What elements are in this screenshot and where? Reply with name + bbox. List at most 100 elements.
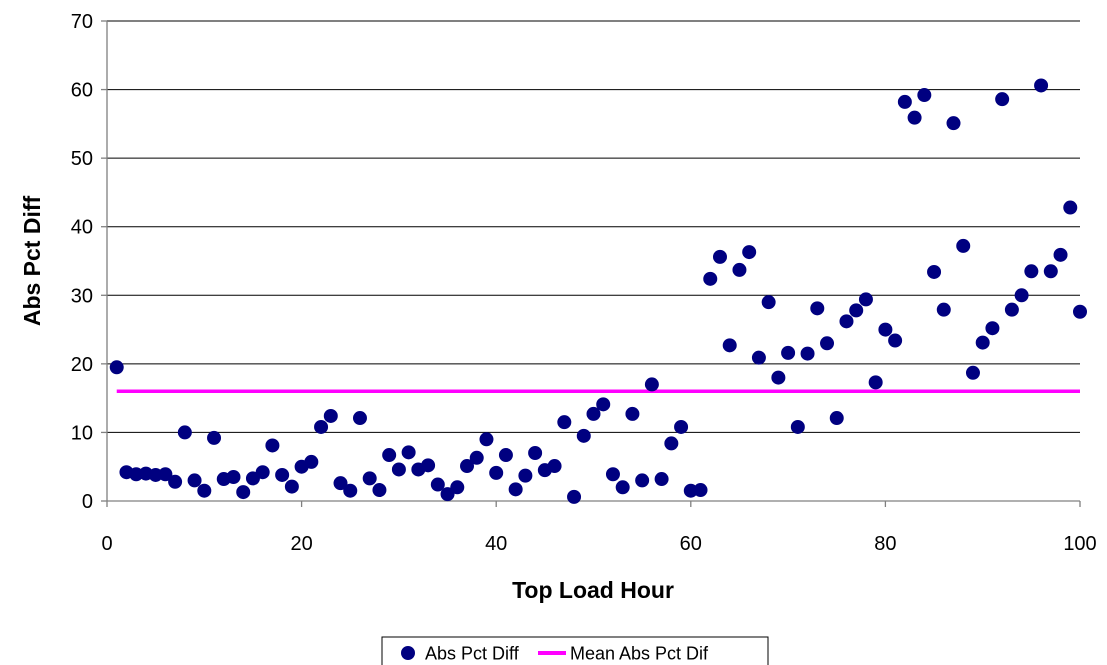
data-point [177, 425, 192, 440]
y-axis-ticks: 0 10 20 30 40 50 60 70 [71, 11, 107, 513]
data-point [576, 428, 591, 443]
x-tick-label: 20 [290, 533, 312, 555]
data-point [304, 454, 319, 469]
data-point [391, 462, 406, 477]
data-point [528, 446, 543, 460]
y-tick-label: 30 [71, 285, 93, 307]
data-point [674, 419, 689, 434]
data-point [1014, 288, 1029, 303]
y-tick-label: 70 [71, 11, 93, 33]
data-point [586, 406, 601, 421]
data-point [158, 467, 173, 482]
data-point [284, 479, 299, 494]
data-point [1063, 200, 1078, 215]
data-point [547, 459, 562, 474]
data-point [401, 445, 416, 460]
data-point [382, 448, 397, 463]
data-point [265, 438, 280, 453]
data-point [995, 92, 1010, 107]
legend-label-mean-abs-pct-dif: Mean Abs Pct Dif [570, 644, 709, 664]
data-point [975, 335, 990, 350]
data-point [956, 238, 971, 253]
data-point [917, 88, 932, 103]
data-point [605, 467, 620, 482]
data-point [109, 360, 124, 375]
data-point [761, 295, 776, 310]
data-point [703, 271, 718, 286]
data-point [897, 94, 912, 109]
data-point [1004, 302, 1019, 317]
data-point [596, 397, 611, 412]
data-point [878, 322, 893, 337]
data-point [985, 321, 1000, 336]
data-point [849, 303, 864, 318]
data-point [868, 375, 883, 390]
data-point [255, 465, 270, 480]
y-axis-title: Abs Pct Diff [19, 195, 45, 326]
data-point [352, 411, 367, 426]
data-point [800, 346, 815, 361]
data-point [936, 302, 951, 317]
data-point [625, 406, 640, 421]
data-point [333, 476, 348, 491]
data-point [810, 301, 825, 316]
data-point [460, 459, 475, 474]
data-point [275, 467, 290, 482]
data-point [712, 249, 727, 264]
data-point [751, 350, 766, 365]
data-point [362, 471, 377, 486]
abs-pct-diff-series [109, 78, 1087, 504]
data-point [693, 483, 708, 498]
legend: Abs Pct Diff Mean Abs Pct Dif [381, 636, 769, 665]
data-point [1073, 304, 1087, 319]
data-point [187, 473, 202, 488]
data-point [508, 482, 523, 497]
y-tick-label: 0 [82, 491, 93, 513]
data-point [771, 370, 786, 385]
data-point [732, 262, 747, 277]
data-point [1034, 78, 1049, 93]
data-point [829, 411, 844, 426]
y-tick-label: 10 [71, 422, 93, 444]
x-tick-label: 80 [874, 533, 896, 555]
data-point [742, 245, 757, 260]
data-point [557, 415, 572, 430]
data-point [839, 314, 854, 329]
data-point [168, 474, 183, 489]
data-point [518, 468, 533, 483]
data-point [781, 345, 796, 360]
data-point [664, 436, 679, 451]
x-tick-label: 0 [101, 533, 112, 555]
data-point [343, 483, 358, 498]
data-point [907, 110, 922, 125]
data-point [615, 480, 630, 495]
data-point [567, 489, 582, 504]
data-point [820, 336, 835, 351]
data-point [314, 419, 329, 434]
y-tick-label: 60 [71, 80, 93, 102]
data-point [421, 458, 436, 473]
data-point [450, 480, 465, 495]
data-point [479, 432, 494, 447]
data-point [654, 472, 669, 487]
x-tick-label: 40 [485, 533, 507, 555]
legend-label-abs-pct-diff: Abs Pct Diff [425, 644, 520, 664]
data-point [372, 483, 387, 498]
x-axis-title: Top Load Hour [512, 577, 674, 603]
data-point [888, 333, 903, 348]
y-tick-label: 50 [71, 148, 93, 170]
data-point [1024, 264, 1039, 279]
legend-box [381, 636, 769, 665]
data-point [790, 419, 805, 434]
data-point [1053, 247, 1068, 262]
x-tick-label: 60 [680, 533, 702, 555]
data-point [498, 448, 513, 463]
data-point [644, 377, 659, 392]
data-point [722, 338, 737, 353]
y-tick-label: 20 [71, 354, 93, 376]
data-point [197, 483, 212, 498]
data-point [635, 473, 650, 488]
data-point [226, 470, 241, 484]
data-point [1043, 264, 1058, 279]
